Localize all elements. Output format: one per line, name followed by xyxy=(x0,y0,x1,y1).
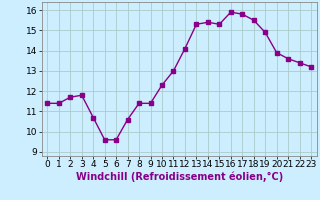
X-axis label: Windchill (Refroidissement éolien,°C): Windchill (Refroidissement éolien,°C) xyxy=(76,172,283,182)
